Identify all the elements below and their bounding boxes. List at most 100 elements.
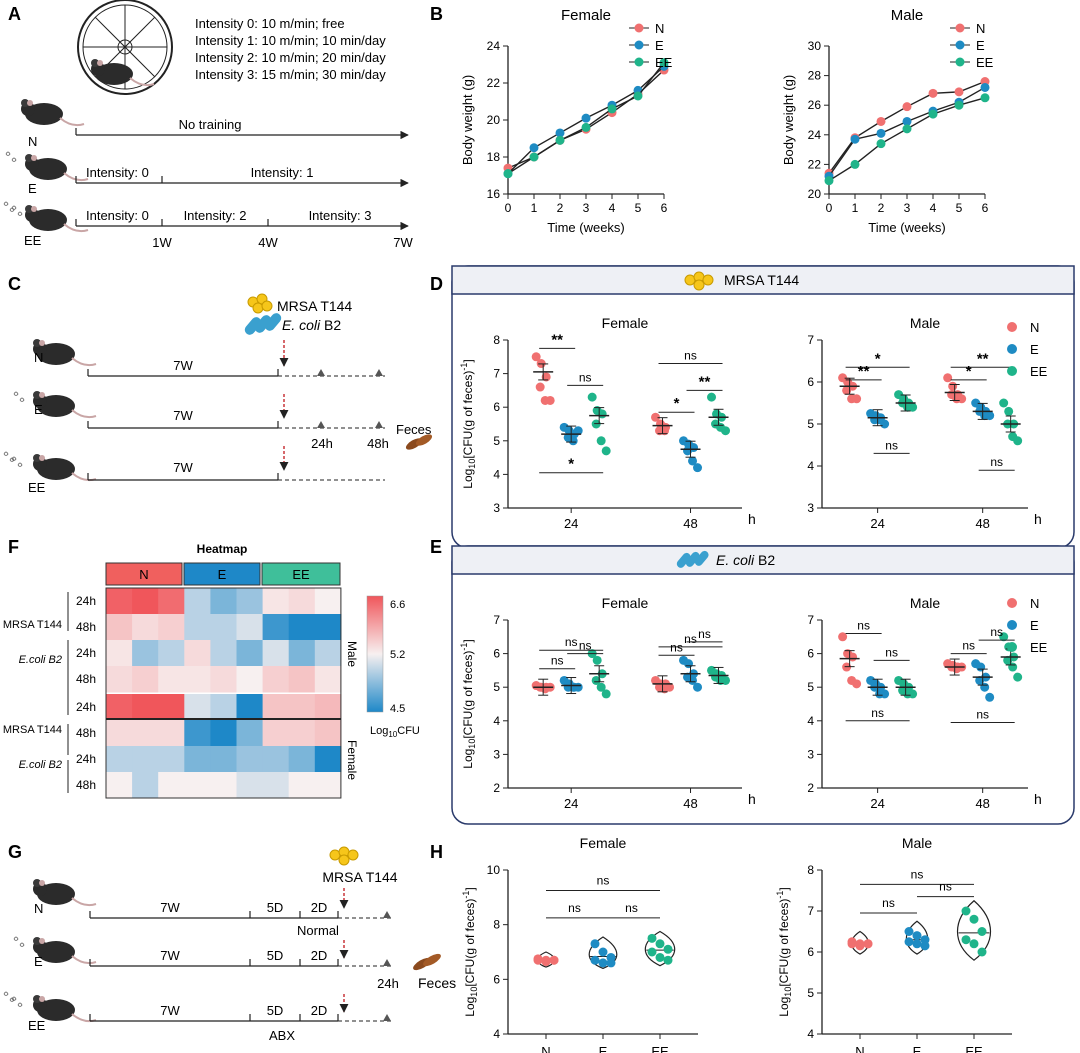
- y-tick-label: 7: [807, 613, 814, 627]
- g-group-e: E: [34, 954, 43, 969]
- heatmap-cell: [236, 588, 264, 615]
- chart-title: Female: [561, 7, 611, 24]
- chart-e-male: Male 2 3 4 5 6 7 24 48 h ns ns ns ns ns ns: [807, 595, 1041, 811]
- point-ee: [961, 906, 971, 916]
- legend-marker-n: [1007, 598, 1017, 608]
- g-group-n: N: [34, 901, 43, 916]
- legend-label-ee: EE: [976, 55, 994, 70]
- y-axis-label: Log10[CFU(g of feces)-1]: [775, 887, 793, 1016]
- point-ee: [1008, 662, 1018, 672]
- point-e: [590, 955, 600, 965]
- point-n: [842, 385, 852, 395]
- heatmap-cell: [314, 588, 342, 615]
- point-ee: [721, 426, 731, 436]
- e-ecoli-icon: [676, 550, 709, 568]
- heatmap-cell: [262, 772, 290, 799]
- sig-label: ns: [551, 654, 564, 668]
- point-e: [684, 659, 694, 669]
- y-axis-label: Body weight (g): [781, 75, 796, 165]
- hm-sex-female: Female: [345, 740, 359, 780]
- c-bacteria-mrsa: MRSA T144: [277, 298, 352, 314]
- hm-legend-title: Log10CFU: [370, 725, 420, 739]
- heatmap-cell: [132, 746, 159, 773]
- heatmap-cell: [236, 666, 264, 693]
- violin-ee: [644, 930, 676, 967]
- heatmap-cell: [132, 588, 159, 615]
- g-5d-n: 5D: [267, 900, 284, 915]
- heatmap-cell: [236, 614, 264, 641]
- point-ee: [601, 446, 611, 456]
- y-tick-label: 5: [493, 434, 500, 448]
- point-e: [904, 937, 914, 947]
- y-tick-label: 6: [493, 647, 500, 661]
- point-n: [535, 382, 545, 392]
- y-tick-label: 3: [493, 501, 500, 515]
- sig-label: ns: [911, 867, 924, 881]
- x-tick-label: 6: [982, 201, 989, 215]
- chart-b-male: Male 20 22 24 26 28 30 0 1 2 3 4 5 6 Time (weeks) Body …: [781, 7, 994, 235]
- point-e: [693, 682, 703, 692]
- legend-marker-e: [955, 40, 965, 50]
- heatmap-row-label: 48h: [76, 620, 96, 634]
- intensity-line-1: Intensity 1: 10 m/min; 10 min/day: [195, 33, 386, 48]
- heatmap-cell: [184, 772, 211, 799]
- point-ee: [928, 109, 938, 119]
- g-5d-e: 5D: [267, 948, 284, 963]
- heatmap-cell: [262, 746, 290, 773]
- legend-marker-e: [634, 40, 644, 50]
- x-tick-label: 1: [852, 201, 859, 215]
- point-e: [980, 82, 990, 92]
- y-axis-label: Log10[CFU(g of feces)-1]: [461, 887, 479, 1016]
- x-tick-label: 4: [930, 201, 937, 215]
- ee-intensity-3: Intensity: 3: [309, 208, 372, 223]
- point-ee: [707, 392, 717, 402]
- y-tick-label: 8: [807, 863, 814, 877]
- point-e: [912, 931, 922, 941]
- point-n: [852, 679, 862, 689]
- heatmap-cell: [184, 640, 211, 667]
- heatmap-cell: [210, 772, 237, 799]
- sig-label: *: [875, 350, 881, 367]
- heatmap-cell: [184, 694, 211, 721]
- point-ee: [850, 159, 860, 169]
- hm-colorbar: [366, 595, 384, 713]
- hm-group-e-label: E: [218, 567, 227, 582]
- y-tick-label: 7: [807, 904, 814, 918]
- y-tick-label: 8: [493, 918, 500, 932]
- y-tick-label: 2: [493, 781, 500, 795]
- heatmap-row-label: 48h: [76, 778, 96, 792]
- heatmap-cell: [158, 666, 185, 693]
- heatmap-cell: [236, 772, 264, 799]
- x-unit-label: h: [1034, 511, 1042, 527]
- heatmap-cell: [314, 614, 342, 641]
- legend-label-e: E: [976, 38, 985, 53]
- panel-letter-c: C: [8, 274, 21, 294]
- x-tick-label: 5: [635, 201, 642, 215]
- y-tick-label: 7: [493, 367, 500, 381]
- panel-letter-a: A: [8, 4, 21, 24]
- point-e: [688, 456, 698, 466]
- hm-sex-male: Male: [345, 641, 359, 667]
- heatmap-cell: [262, 588, 290, 615]
- heatmap-cell: [106, 666, 133, 693]
- heatmap-cell: [210, 746, 237, 773]
- sig-label: ns: [597, 874, 610, 888]
- sig-label: **: [551, 331, 563, 348]
- heatmap-cell: [288, 720, 316, 747]
- heatmap-border: [105, 587, 342, 799]
- heatmap-cell: [314, 746, 342, 773]
- point-e: [985, 411, 995, 421]
- point-ee: [1004, 406, 1014, 416]
- point-e: [581, 113, 591, 123]
- x-tick-label: N: [855, 1044, 864, 1053]
- point-ee: [876, 139, 886, 149]
- c-weeks-ee: 7W: [173, 460, 193, 475]
- y-tick-label: 20: [808, 187, 822, 201]
- y-tick-label: 18: [487, 150, 501, 164]
- y-tick-label: 16: [487, 187, 501, 201]
- chart-d-female: Female 3 4 5 6 7 8 24 48 h Log10[CFU(g of feces)-1…: [459, 315, 756, 531]
- point-e: [529, 143, 539, 153]
- g-group-ee: EE: [28, 1018, 46, 1033]
- g-weeks-n: 7W: [160, 900, 180, 915]
